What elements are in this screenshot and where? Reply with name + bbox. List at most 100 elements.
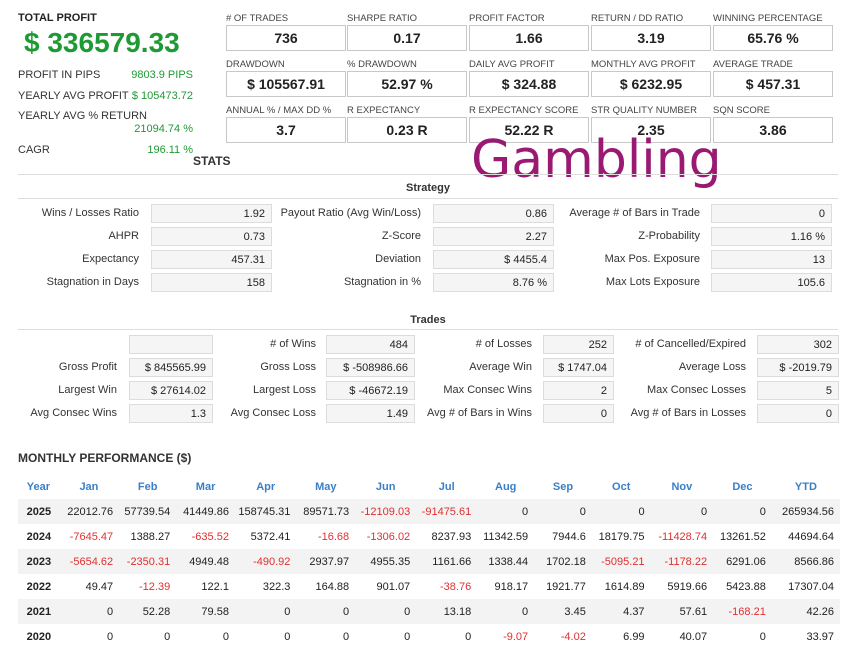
column-header-jul: Jul — [438, 480, 455, 493]
metric-value-winning-percentage: 65.76 % — [713, 25, 833, 51]
month-value-cell: 4949.48 — [176, 549, 235, 574]
month-value-cell: -168.21 — [713, 599, 772, 624]
strategy-label-max-lots-exposure: Max Lots Exposure — [605, 276, 700, 288]
trades-title: Trades — [410, 314, 446, 326]
table-row: 2020 0 0 0 0 0 0 0 -9.07 -4.02 6.99 40.07 0 33.97 — [18, 624, 840, 649]
yearly-avg-return-label: YEARLY AVG % RETURN — [18, 110, 147, 122]
column-header-jun: Jun — [375, 480, 396, 493]
table-row: 2021 0 52.28 79.58 0 0 0 13.18 0 3.45 4.37 57.61 -16… — [18, 599, 840, 624]
strategy-label-deviation: Deviation — [375, 253, 421, 265]
month-value-cell: 44694.64 — [788, 530, 834, 543]
month-value-cell: -490.92 — [234, 549, 297, 574]
strategy-value-z-probability: 1.16 % — [711, 227, 832, 246]
month-value-cell: 0 — [759, 630, 766, 643]
metric-value-average-trade: $ 457.31 — [713, 71, 833, 97]
month-value-cell: 0 — [234, 599, 297, 624]
monthly-performance-title: MONTHLY PERFORMANCE ($) — [18, 451, 192, 465]
trades-value-avg-consec-loss: 1.49 — [326, 404, 415, 423]
month-value-cell: 42.26 — [771, 599, 840, 624]
month-value-cell: 8566.86 — [771, 549, 840, 574]
strategy-title: Strategy — [405, 182, 451, 194]
table-row: 2025 22012.76 57739.54 41449.86 158745.31 895… — [18, 499, 840, 524]
strategy-label-stagnation-in-days: Stagnation in Days — [46, 276, 139, 288]
month-value-cell: 0 — [713, 499, 772, 524]
metric-value-r-expectancy: 0.23 R — [347, 117, 467, 143]
month-value-cell: -91475.61 — [416, 499, 478, 524]
metric-label-average-trade: AVERAGE TRADE — [713, 59, 793, 70]
month-value-cell: 322.3 — [262, 580, 291, 593]
metric-label-daily-avg-profit: DAILY AVG PROFIT — [469, 59, 555, 70]
month-value-cell: -1306.02 — [366, 530, 411, 543]
trades-label-max-consec-wins: Max Consec Wins — [443, 384, 532, 396]
column-header-mar: Mar — [195, 480, 216, 493]
month-value-cell: 5919.66 — [667, 580, 708, 593]
month-value-cell: 7944.6 — [552, 530, 586, 543]
metric-label-winning-percentage: WINNING PERCENTAGE — [713, 13, 823, 24]
month-value-cell: 0 — [58, 599, 120, 624]
metric-value-sharpe-ratio: 0.17 — [347, 25, 467, 51]
month-value-cell: 164.88 — [315, 580, 350, 593]
cagr-value: 196.11 % — [147, 144, 193, 156]
month-value-cell: 0 — [296, 599, 356, 624]
month-value-cell: 18179.75 — [598, 530, 645, 543]
metric-value-daily-avg-profit: $ 324.88 — [469, 71, 589, 97]
month-value-cell: -635.52 — [191, 530, 229, 543]
month-value-cell: 158745.31 — [234, 499, 297, 524]
strategy-value-deviation: $ 4455.4 — [433, 250, 554, 269]
cagr-label: CAGR — [18, 144, 50, 156]
trades-value-largest-win: $ 27614.02 — [129, 381, 213, 400]
metric-label-monthly-avg-profit: MONTHLY AVG PROFIT — [591, 59, 696, 70]
strategy-label-max-pos-exposure: Max Pos. Exposure — [604, 253, 700, 265]
monthly-table-header: Year Jan Feb Mar Apr May Jun Jul Aug Sep Oct Nov Dec… — [18, 474, 840, 499]
month-value-cell: -16.68 — [317, 530, 350, 543]
strategy-value-payout-ratio-avg-win-loss: 0.86 — [433, 204, 554, 223]
year-cell: 2023 — [18, 549, 59, 574]
month-value-cell: 79.58 — [176, 599, 235, 624]
year-cell: 2022 — [26, 580, 52, 593]
trades-value-of-losses: 252 — [543, 335, 614, 354]
metric-label-sqn-score: SQN SCORE — [713, 105, 771, 116]
month-value-cell: 3.45 — [534, 599, 592, 624]
trades-label-of-losses: # of Losses — [475, 338, 532, 350]
profit-in-pips-value: 9803.9 PIPS — [131, 69, 193, 81]
total-profit-label: TOTAL PROFIT — [18, 12, 97, 24]
month-value-cell: 6291.06 — [713, 549, 772, 574]
column-header-may: May — [315, 480, 337, 493]
trades-value-avg-of-bars-in-losses: 0 — [757, 404, 839, 423]
month-value-cell: -12.39 — [139, 580, 171, 593]
month-value-cell: 13.18 — [416, 599, 478, 624]
monthly-performance-table: Year Jan Feb Mar Apr May Jun Jul Aug Sep Oct Nov Dec… — [18, 474, 840, 649]
trades-value-blank — [129, 335, 213, 354]
yearly-avg-return-value: 21094.74 % — [134, 123, 193, 135]
month-value-cell: -2350.31 — [119, 549, 177, 574]
metric-label-r-expectancy-score: R EXPECTANCY SCORE — [469, 105, 579, 116]
year-cell: 2021 — [18, 599, 59, 624]
month-value-cell: 2937.97 — [296, 549, 356, 574]
column-header-sep: Sep — [552, 480, 574, 493]
metric-label-return-dd-ratio: RETURN / DD RATIO — [591, 13, 684, 24]
month-value-cell: 4955.35 — [355, 549, 417, 574]
strategy-value-max-lots-exposure: 105.6 — [711, 273, 832, 292]
strategy-label-expectancy: Expectancy — [82, 253, 139, 265]
month-value-cell: 901.07 — [376, 580, 411, 593]
strategy-value-z-score: 2.27 — [433, 227, 554, 246]
strategy-value-max-pos-exposure: 13 — [711, 250, 832, 269]
trades-label-largest-win: Largest Win — [58, 384, 117, 396]
yearly-avg-profit-value: $ 105473.72 — [131, 90, 193, 102]
month-value-cell: 1921.77 — [546, 580, 586, 593]
month-value-cell: 89571.73 — [296, 499, 356, 524]
trades-label-average-win: Average Win — [469, 361, 532, 373]
trades-value-average-win: $ 1747.04 — [543, 358, 614, 377]
strategy-label-z-probability: Z-Probability — [638, 230, 700, 242]
trades-label-avg-consec-loss: Avg Consec Loss — [230, 407, 316, 419]
trades-value-avg-consec-wins: 1.3 — [129, 404, 213, 423]
year-cell: 2024 — [26, 530, 52, 543]
metric-label-drawdown: % DRAWDOWN — [347, 59, 417, 70]
strategy-value-stagnation-in: 8.76 % — [433, 273, 554, 292]
metric-value-of-trades: 736 — [226, 25, 346, 51]
trades-label-largest-loss: Largest Loss — [253, 384, 316, 396]
profit-in-pips-label: PROFIT IN PIPS — [18, 69, 101, 81]
month-value-cell: 0 — [477, 599, 535, 624]
month-value-cell: 0 — [591, 499, 651, 524]
month-value-cell: 57739.54 — [119, 499, 177, 524]
